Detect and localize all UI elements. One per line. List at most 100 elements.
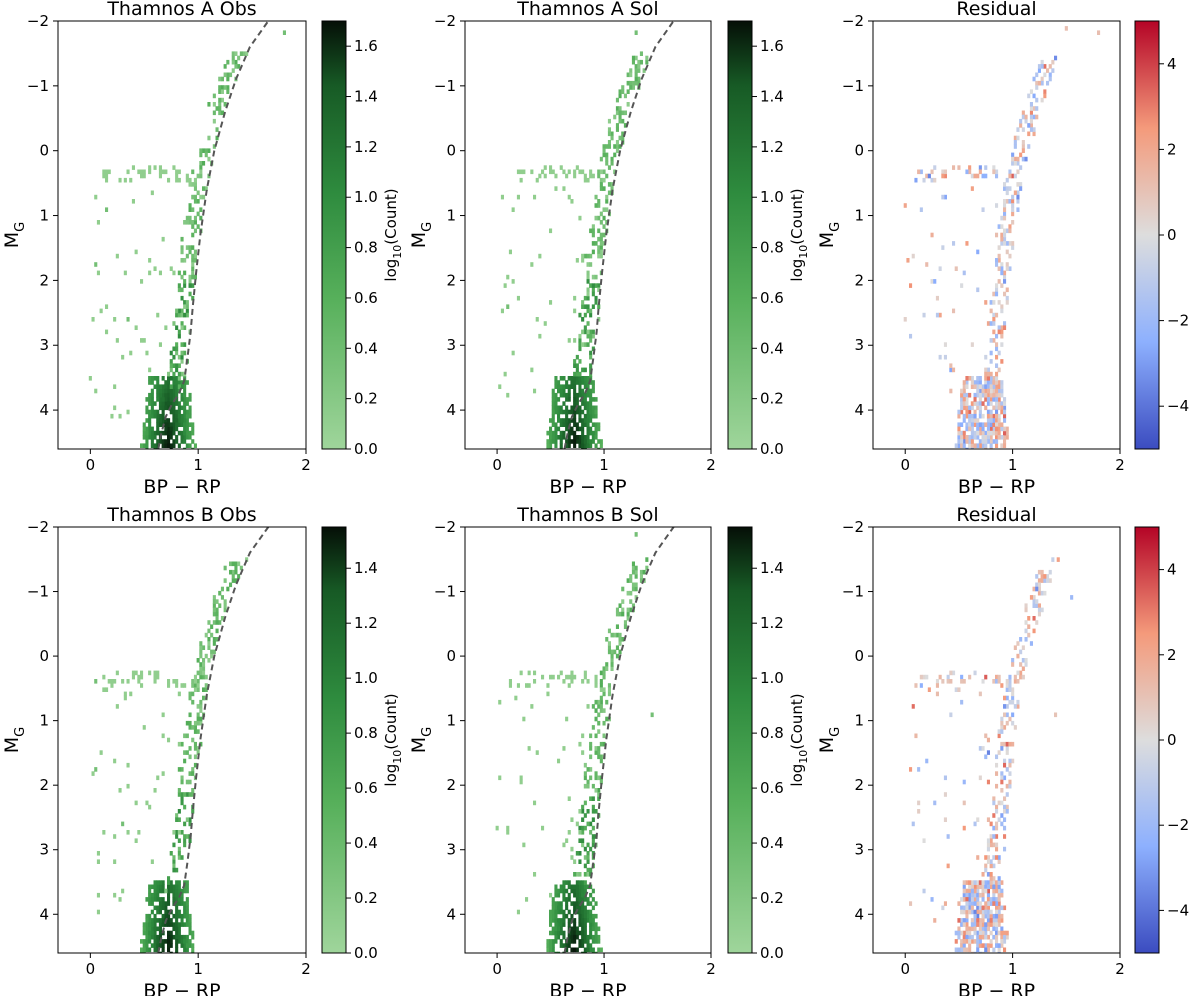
heatmap-cell — [618, 144, 622, 149]
heatmap-cell — [995, 363, 999, 368]
heatmap-cell — [177, 880, 181, 885]
heatmap-cell — [557, 418, 561, 423]
heatmap-cell — [989, 384, 993, 389]
heatmap-cell — [215, 127, 219, 132]
heatmap-cell — [586, 177, 590, 183]
heatmap-cell — [142, 947, 146, 953]
heatmap-cell — [559, 384, 563, 389]
heatmap-cell — [968, 405, 972, 411]
heatmap-cell — [970, 413, 974, 419]
heatmap-cell — [925, 674, 929, 680]
heatmap-cell — [962, 443, 966, 448]
heatmap-cell — [193, 215, 197, 221]
heatmap-cell — [586, 859, 590, 864]
heatmap-cell — [581, 253, 585, 259]
heatmap-cell — [973, 380, 977, 385]
heatmap-cell — [578, 922, 582, 927]
heatmap-cell — [995, 418, 999, 423]
heatmap-cell — [150, 190, 154, 196]
heatmap-cell — [175, 813, 179, 818]
heatmap-cell — [549, 918, 553, 923]
heatmap-cell — [626, 102, 630, 107]
heatmap-cell — [142, 725, 146, 730]
y-tick-label: −1 — [842, 77, 864, 95]
heatmap-cell — [615, 632, 619, 638]
heatmap-cell — [126, 830, 130, 835]
heatmap-cell — [997, 401, 1001, 406]
heatmap-cell — [581, 439, 585, 444]
heatmap-cell — [997, 855, 1001, 860]
heatmap-cell — [621, 611, 625, 617]
heatmap-cell — [1005, 783, 1009, 789]
heatmap-cell — [142, 338, 146, 343]
heatmap-cell — [169, 447, 173, 449]
heatmap-cell — [169, 388, 173, 394]
heatmap-cell — [196, 173, 200, 179]
heatmap-cell — [954, 939, 958, 944]
heatmap-cell — [989, 443, 993, 448]
heatmap-cell — [231, 561, 235, 567]
heatmap-cell — [949, 363, 953, 368]
heatmap-cell — [215, 135, 219, 141]
heatmap-cell — [554, 918, 558, 923]
heatmap-cell — [1013, 144, 1017, 149]
heatmap-cell — [984, 754, 988, 760]
heatmap-cell — [199, 699, 203, 705]
heatmap-cell — [177, 691, 181, 697]
heatmap-cell — [177, 409, 181, 415]
heatmap-cell — [546, 947, 550, 953]
heatmap-cell — [1000, 392, 1004, 398]
heatmap-cell — [973, 913, 977, 919]
heatmap-cell — [589, 926, 593, 932]
heatmap-cell — [586, 909, 590, 915]
heatmap-cell — [218, 106, 222, 111]
heatmap-cell — [142, 926, 146, 932]
heatmap-cell — [530, 367, 534, 373]
colorbar-label: log10(Count) — [788, 188, 810, 281]
heatmap-cell — [591, 397, 595, 402]
heatmap-cell — [992, 312, 996, 318]
heatmap-cell — [169, 422, 173, 427]
heatmap-cell — [952, 670, 956, 676]
heatmap-cell — [199, 662, 203, 667]
y-tick-label: −2 — [434, 12, 456, 30]
heatmap-cell — [153, 165, 157, 170]
heatmap-cell — [180, 308, 184, 314]
heatmap-cell — [995, 262, 999, 267]
heatmap-cell — [602, 674, 606, 680]
heatmap-cell — [557, 380, 561, 385]
heatmap-cell — [586, 287, 590, 293]
heatmap-cell — [570, 405, 574, 411]
heatmap-cell — [1008, 173, 1012, 179]
heatmap-cell — [554, 186, 558, 191]
heatmap-cell — [188, 435, 192, 440]
heatmap-cell — [573, 371, 577, 377]
heatmap-cell — [992, 800, 996, 806]
heatmap-cell — [954, 687, 958, 692]
heatmap-cell — [586, 934, 590, 940]
heatmap-cell — [511, 207, 515, 212]
heatmap-cell — [172, 830, 176, 835]
heatmap-cell — [618, 118, 622, 124]
heatmap-cell — [199, 173, 203, 179]
heatmap-cell — [618, 637, 622, 642]
heatmap-cell — [578, 918, 582, 923]
heatmap-cell — [175, 943, 179, 948]
heatmap-cell — [188, 413, 192, 419]
heatmap-cell — [185, 308, 189, 314]
heatmap-cell — [981, 884, 985, 890]
heatmap-cell — [1003, 236, 1007, 242]
heatmap-cell — [589, 943, 593, 948]
heatmap-cell — [583, 888, 587, 894]
heatmap-cell — [185, 834, 189, 839]
heatmap-cell — [965, 934, 969, 940]
heatmap-cell — [1000, 746, 1004, 751]
heatmap-cell — [567, 683, 571, 688]
heatmap-cell — [565, 422, 569, 427]
heatmap-cell — [169, 401, 173, 406]
heatmap-cell — [172, 913, 176, 919]
heatmap-cell — [575, 439, 579, 444]
heatmap-cell — [599, 704, 603, 709]
heatmap-cell — [175, 897, 179, 902]
